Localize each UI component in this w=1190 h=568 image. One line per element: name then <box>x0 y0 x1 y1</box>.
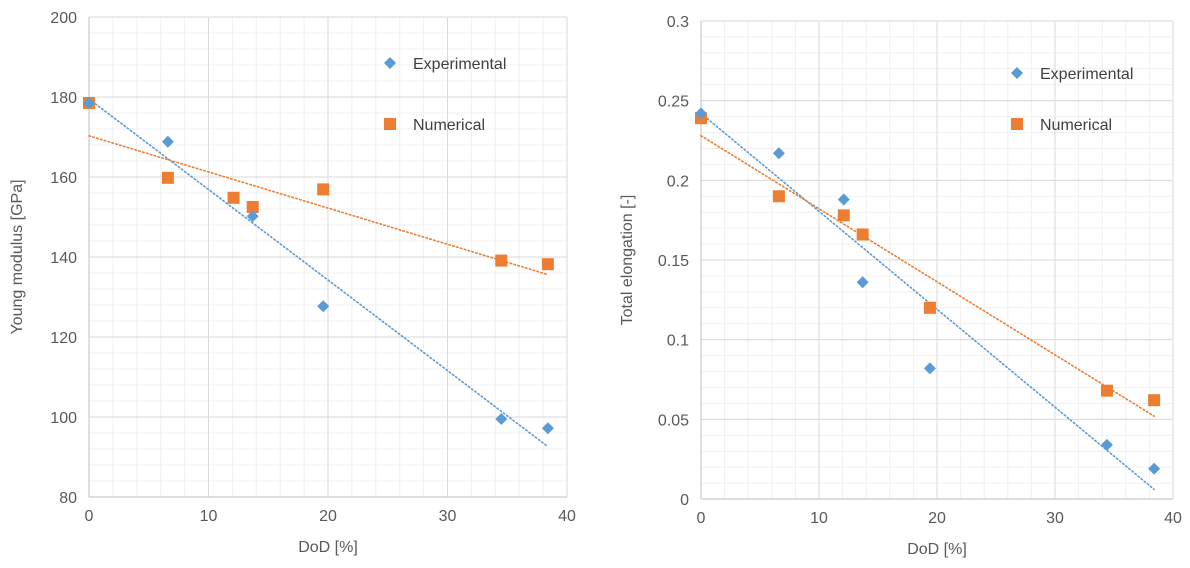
series-experimental <box>83 97 554 435</box>
chart-1: 0 10 20 30 40 80 100 120 140 160 180 200 DoD [%] Youn… <box>9 10 576 556</box>
data-point-numerical <box>541 258 554 271</box>
data-point-experimental <box>495 413 508 425</box>
y-tick-label: 0 <box>680 492 689 509</box>
x-tick-label: 20 <box>928 510 946 527</box>
y-tick-label: 80 <box>59 490 77 507</box>
y-tick-label: 0.3 <box>667 14 689 31</box>
x-tick-label: 0 <box>697 510 706 527</box>
y-axis-title: Young modulus [GPa] <box>9 179 26 334</box>
trendline-experimental <box>700 112 1155 491</box>
y-axis-title: Total elongation [-] <box>619 195 636 326</box>
trendline-numerical <box>700 134 1155 417</box>
x-tick-label: 40 <box>1164 510 1182 527</box>
data-point-numerical <box>837 209 850 222</box>
x-tick-label: 40 <box>558 508 576 525</box>
data-point-experimental <box>1100 438 1113 451</box>
y-tick-label: 160 <box>50 170 77 187</box>
y-tick-label: 140 <box>50 250 77 267</box>
x-axis-title: DoD [%] <box>298 539 358 556</box>
y-tick-label: 0.25 <box>658 94 689 111</box>
chart-2: 0 10 20 30 40 0 0.05 0.1 0.15 0.2 0.25 0.3 DoD [%] To… <box>619 14 1182 558</box>
data-point-experimental <box>317 300 330 313</box>
data-point-experimental <box>772 147 785 160</box>
legend-label: Numerical <box>413 117 485 134</box>
y-tick-label: 100 <box>50 410 77 427</box>
y-tick-label: 0.2 <box>667 173 689 190</box>
data-point-experimental <box>246 210 259 223</box>
series-numerical <box>695 112 1161 407</box>
y-tick-label: 0.05 <box>658 412 689 429</box>
x-tick-label: 30 <box>439 508 457 525</box>
y-tick-label: 120 <box>50 330 77 347</box>
x-axis-title: DoD [%] <box>907 541 967 558</box>
x-tick-label: 10 <box>200 508 218 525</box>
y-tick-label: 0.1 <box>667 333 689 350</box>
legend-marker-numerical <box>384 118 396 130</box>
data-point-experimental <box>856 276 869 289</box>
data-point-numerical <box>923 301 936 314</box>
legend-label: Experimental <box>413 56 506 73</box>
legend-marker-experimental <box>1011 67 1023 79</box>
trendline-experimental <box>88 98 549 448</box>
legend: Experimental Numerical <box>1011 66 1133 134</box>
data-point-experimental <box>1148 462 1161 475</box>
data-point-numerical <box>1100 384 1113 397</box>
x-tick-label: 30 <box>1046 510 1064 527</box>
data-point-numerical <box>1148 394 1161 407</box>
data-point-experimental <box>83 97 95 109</box>
data-point-experimental <box>695 107 707 120</box>
data-point-numerical <box>772 190 785 203</box>
data-point-numerical <box>317 183 330 196</box>
series-experimental <box>695 107 1161 475</box>
x-tick-label: 0 <box>85 508 94 525</box>
legend: Experimental Numerical <box>384 56 506 134</box>
data-point-numerical <box>227 191 240 204</box>
data-point-numerical <box>246 201 259 213</box>
y-tick-label: 180 <box>50 90 77 107</box>
y-tick-label: 0.15 <box>658 253 689 270</box>
legend-label: Numerical <box>1040 117 1112 134</box>
data-point-numerical <box>856 228 869 241</box>
legend-marker-numerical <box>1011 118 1023 130</box>
legend-label: Experimental <box>1040 66 1133 83</box>
y-tick-label: 200 <box>50 10 77 27</box>
data-point-experimental <box>837 193 850 206</box>
trendline-numerical <box>88 135 549 276</box>
data-point-experimental <box>923 362 936 375</box>
legend-marker-experimental <box>384 57 396 69</box>
data-point-numerical <box>495 254 508 267</box>
data-point-experimental <box>541 422 554 435</box>
x-tick-label: 10 <box>810 510 828 527</box>
data-point-experimental <box>161 135 174 148</box>
x-tick-label: 20 <box>319 508 337 525</box>
data-point-numerical <box>161 171 174 184</box>
